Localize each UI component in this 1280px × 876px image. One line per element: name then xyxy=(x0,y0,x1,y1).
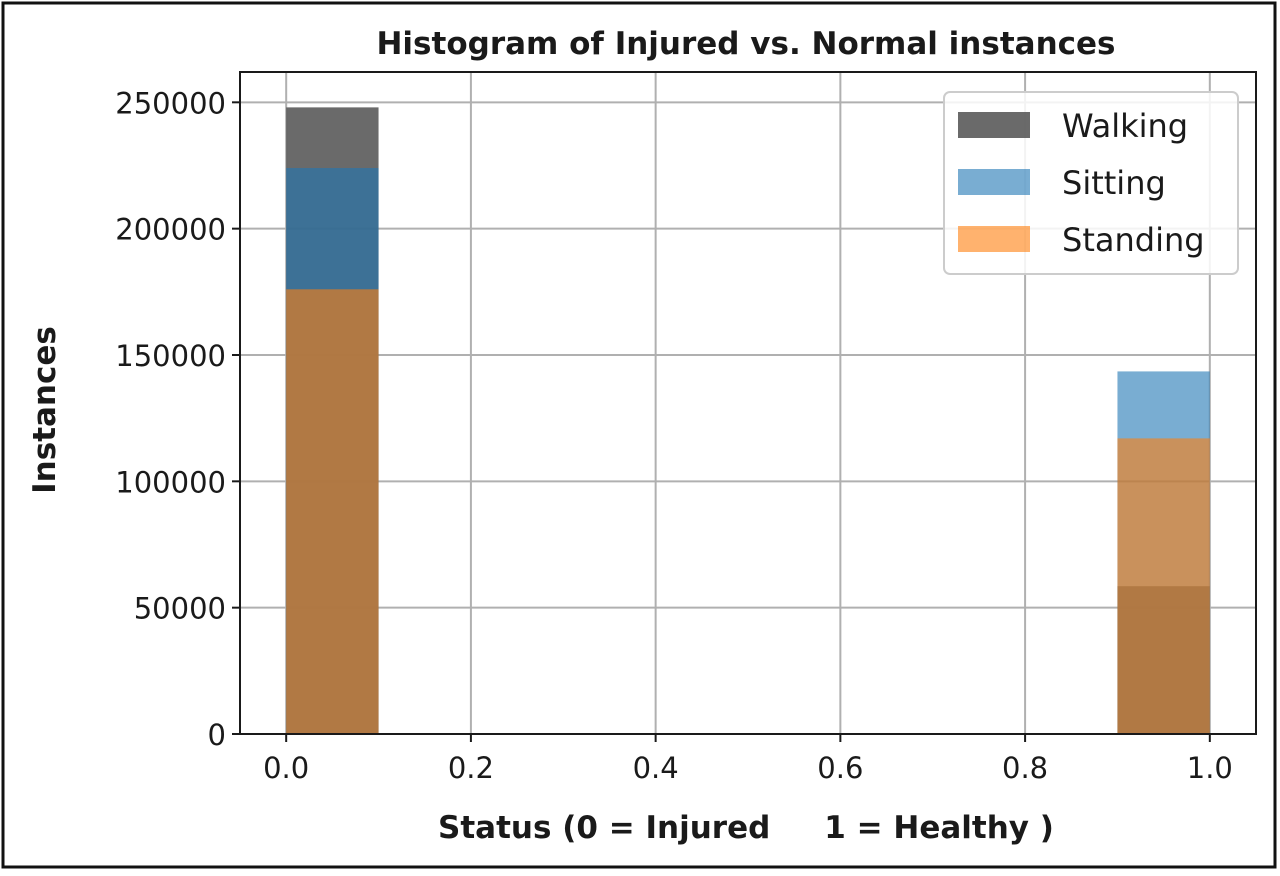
chart-title: Histogram of Injured vs. Normal instance… xyxy=(376,26,1115,62)
y-tick-label: 100000 xyxy=(115,465,226,499)
legend-swatch-walking xyxy=(958,112,1030,138)
y-axis-label: Instances xyxy=(27,326,63,494)
x-axis-ticks: 0.0 0.2 0.4 0.6 0.8 1.0 xyxy=(263,734,1233,785)
legend-label-standing: Standing xyxy=(1062,221,1205,259)
x-tick-label: 1.0 xyxy=(1187,751,1233,785)
x-tick-label: 0.2 xyxy=(448,751,494,785)
y-tick-label: 150000 xyxy=(115,339,226,373)
bars xyxy=(286,107,1210,735)
legend-swatch-standing xyxy=(958,226,1030,252)
y-tick-label: 200000 xyxy=(115,213,226,247)
y-tick-label: 250000 xyxy=(115,86,226,120)
y-tick-label: 0 xyxy=(208,718,226,752)
legend-swatch-sitting xyxy=(958,169,1030,195)
x-tick-label: 0.0 xyxy=(263,751,309,785)
bar-standing-0 xyxy=(286,289,379,734)
bar-standing-1 xyxy=(1117,438,1210,734)
legend: Walking Sitting Standing xyxy=(943,91,1239,275)
x-axis-label: Status (0 = Injured 1 = Healthy ) xyxy=(438,810,1054,846)
x-tick-label: 0.4 xyxy=(633,751,679,785)
legend-label-walking: Walking xyxy=(1062,107,1188,145)
y-tick-label: 50000 xyxy=(134,592,226,626)
plot-area-frame xyxy=(239,71,1257,735)
x-tick-label: 0.8 xyxy=(1002,751,1048,785)
x-tick-label: 0.6 xyxy=(817,751,863,785)
legend-label-sitting: Sitting xyxy=(1062,164,1166,202)
y-axis-ticks: 0 50000 100000 150000 200000 250000 xyxy=(115,86,240,752)
